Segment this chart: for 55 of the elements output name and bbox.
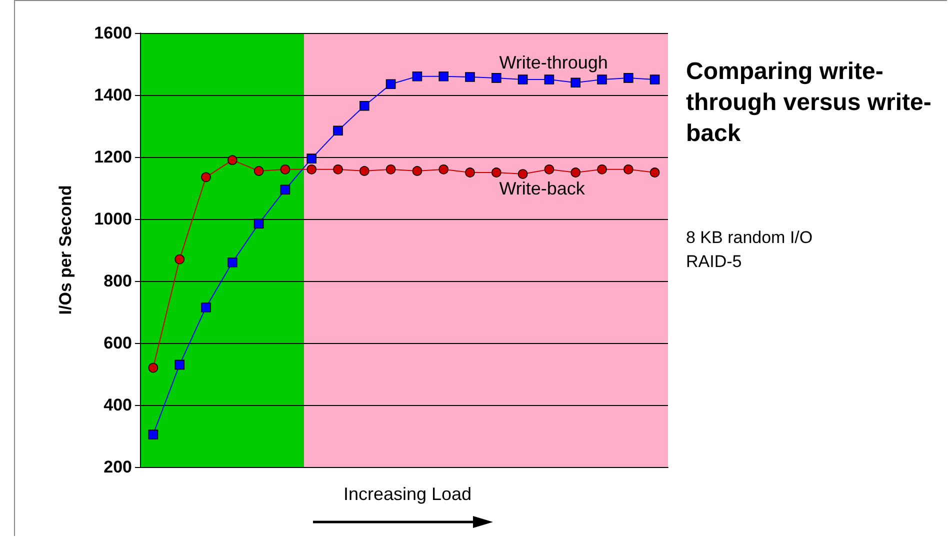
point	[201, 172, 211, 182]
series-label: Write-through	[499, 52, 608, 72]
point	[254, 218, 264, 229]
point	[386, 79, 396, 90]
point	[518, 169, 528, 179]
y-tick-label: 200	[104, 458, 132, 476]
y-tick-label: 600	[104, 334, 132, 352]
point	[544, 164, 554, 174]
point	[412, 72, 422, 82]
point	[597, 164, 607, 174]
point	[518, 74, 528, 84]
point	[174, 254, 184, 264]
point	[360, 100, 370, 111]
point	[360, 166, 370, 176]
point	[306, 154, 316, 164]
point	[438, 72, 448, 82]
point	[570, 78, 580, 88]
point	[333, 164, 343, 174]
y-tick-label: 400	[104, 396, 132, 414]
y-tick-label: 1400	[94, 86, 132, 104]
point	[544, 74, 554, 84]
point	[465, 72, 475, 82]
point	[650, 168, 660, 178]
y-tick-label: 1600	[94, 24, 132, 42]
point	[148, 430, 158, 440]
point	[306, 164, 316, 174]
y-tick-label: 800	[104, 272, 132, 290]
point	[280, 164, 290, 174]
y-tick-label: 1000	[94, 210, 132, 228]
point	[201, 302, 211, 312]
text: 8 KB random I/O	[686, 227, 813, 249]
point	[438, 164, 448, 174]
point	[492, 168, 502, 178]
point	[174, 360, 184, 370]
point	[148, 362, 158, 373]
point	[254, 166, 264, 176]
point	[228, 258, 238, 268]
point	[570, 168, 580, 178]
point	[280, 184, 290, 194]
point	[650, 74, 660, 84]
y-tick-label: 1200	[94, 148, 132, 166]
y-axis-title: I/Os per Second	[56, 185, 75, 315]
series-label: Write-back	[499, 178, 586, 198]
x-axis-title: Increasing Load	[342, 484, 473, 505]
point	[624, 73, 634, 83]
text: Comparing write-through versus write-back	[686, 57, 932, 149]
point	[492, 73, 502, 83]
point	[412, 166, 422, 176]
point	[386, 164, 396, 174]
point	[228, 155, 238, 165]
point	[465, 168, 475, 178]
point	[624, 164, 634, 174]
text: RAID-5	[686, 251, 743, 273]
point	[597, 74, 607, 84]
point	[333, 126, 343, 136]
